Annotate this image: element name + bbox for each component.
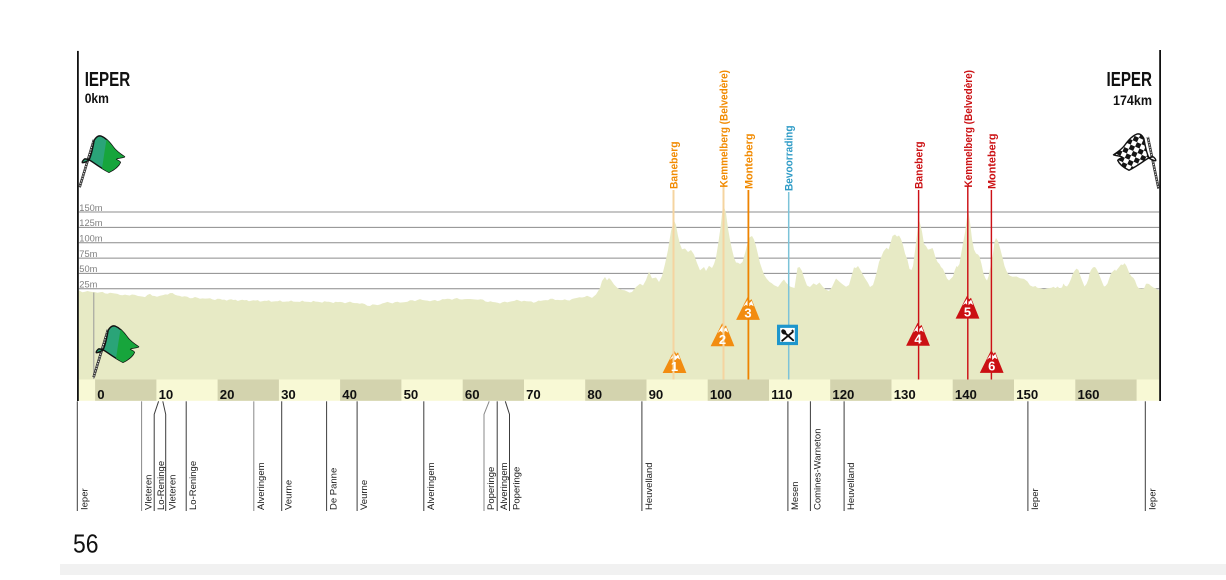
svg-text:Mesen: Mesen [790,481,801,510]
svg-text:10: 10 [159,387,174,402]
svg-text:0km: 0km [85,90,109,106]
svg-text:Ieper: Ieper [1147,488,1158,510]
svg-text:30: 30 [281,387,296,402]
svg-text:174km: 174km [1113,92,1152,108]
svg-text:130: 130 [894,387,916,402]
svg-text:4: 4 [914,332,922,347]
svg-text:De Panne: De Panne [329,468,340,510]
svg-text:3: 3 [744,306,751,321]
svg-text:90: 90 [649,387,664,402]
svg-text:25m: 25m [79,280,97,290]
svg-text:Monteberg: Monteberg [986,134,998,190]
svg-text:40: 40 [342,387,357,402]
svg-text:60: 60 [465,387,480,402]
svg-text:Ieper: Ieper [1030,488,1041,510]
svg-text:120: 120 [832,387,854,402]
svg-text:Veurne: Veurne [359,480,370,510]
svg-text:70: 70 [526,387,541,402]
svg-text:Veurne: Veurne [284,480,295,510]
svg-text:Baneberg: Baneberg [914,142,926,190]
svg-text:Poperinge: Poperinge [512,467,523,510]
svg-text:Alveringem: Alveringem [256,462,267,510]
svg-text:50m: 50m [79,264,97,274]
svg-text:110: 110 [771,387,792,402]
svg-text:Vleteren: Vleteren [144,475,155,510]
svg-text:Bevoorrading: Bevoorrading [784,126,796,192]
svg-text:IEPER: IEPER [1107,69,1153,91]
svg-text:56: 56 [73,531,99,559]
svg-text:Alveringem: Alveringem [426,462,437,510]
svg-text:Lo-Reninge: Lo-Reninge [188,461,199,510]
svg-text:2: 2 [719,332,726,347]
svg-text:Comines-Warneton: Comines-Warneton [812,429,823,510]
svg-text:Kemmelberg (Belvedère): Kemmelberg (Belvedère) [719,70,731,188]
svg-text:150: 150 [1016,387,1038,402]
svg-text:5: 5 [964,304,971,319]
svg-text:0: 0 [97,387,104,402]
svg-text:80: 80 [587,387,602,402]
svg-text:Heuvelland: Heuvelland [644,462,655,510]
svg-text:IEPER: IEPER [85,69,131,91]
svg-text:6: 6 [988,359,995,374]
svg-text:100m: 100m [79,234,103,244]
svg-text:Kemmelberg (Belvedère): Kemmelberg (Belvedère) [963,70,975,188]
svg-text:125m: 125m [79,218,103,228]
svg-text:Heuvelland: Heuvelland [846,462,857,510]
svg-text:160: 160 [1078,387,1100,402]
svg-text:Ieper: Ieper [79,488,90,510]
svg-text:150m: 150m [79,203,103,213]
svg-text:Monteberg: Monteberg [743,134,755,190]
svg-text:Poperinge: Poperinge [486,467,497,510]
svg-text:20: 20 [220,387,235,402]
svg-text:50: 50 [404,387,419,402]
svg-text:140: 140 [955,387,977,402]
svg-text:Lo-Reninge: Lo-Reninge [156,461,167,510]
svg-text:75m: 75m [79,249,97,259]
svg-text:Alveringem: Alveringem [499,462,510,510]
svg-text:1: 1 [671,359,678,374]
svg-text:Baneberg: Baneberg [669,142,681,190]
svg-text:Vleteren: Vleteren [168,475,179,510]
svg-text:100: 100 [710,387,732,402]
